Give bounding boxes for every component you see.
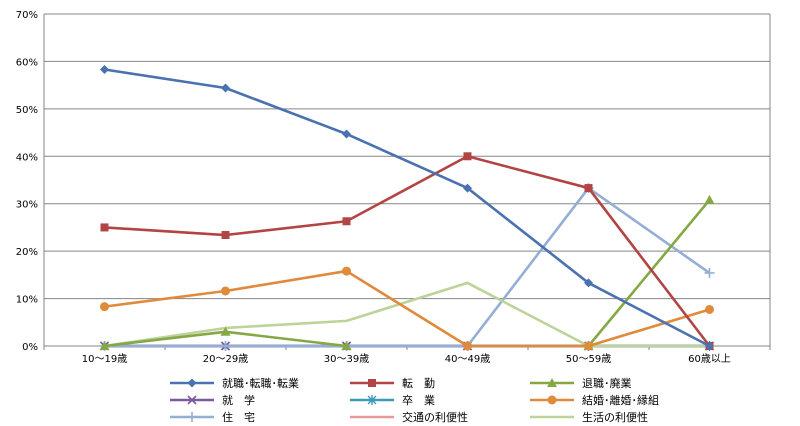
x-tick-label: 30～39歳 — [324, 353, 369, 365]
legend-label: 住 宅 — [222, 410, 255, 424]
data-point — [341, 341, 352, 350]
series-8 — [104, 281, 710, 348]
data-point — [220, 341, 231, 351]
series-line — [587, 199, 711, 347]
legend-item: 交通の利便性 — [350, 410, 468, 424]
legend-marker — [547, 395, 557, 405]
y-tick-label: 40% — [16, 152, 38, 163]
y-tick-label: 50% — [16, 105, 38, 116]
y-tick-label: 60% — [16, 57, 38, 68]
data-point — [221, 286, 230, 296]
y-axis: 0% 10% 20% 30% 40% 50% 60% 70% — [16, 10, 771, 353]
data-point — [342, 129, 351, 139]
legend-label: 転 勤 — [402, 377, 435, 390]
data-point — [463, 341, 472, 351]
grid-lines — [44, 13, 770, 300]
legend-item: 卒 業 — [350, 393, 435, 407]
y-tick-label: 10% — [16, 295, 38, 306]
legend-label: 結婚･離婚･縁組 — [582, 393, 659, 407]
y-tick-label: 0% — [22, 342, 38, 353]
data-point — [100, 64, 109, 74]
data-point — [705, 304, 714, 314]
legend: 就職･転職･転業 転 勤 退職･廃業就 学 卒 業 結婚･離婚･縁組住 宅 交通の利便性 生… — [170, 376, 659, 424]
data-point — [463, 183, 472, 193]
legend-marker — [368, 379, 376, 387]
series-2 — [99, 194, 715, 350]
data-point — [99, 341, 110, 350]
legend-item: 転 勤 — [350, 377, 435, 390]
legend-label: 就職･転職･転業 — [222, 376, 299, 390]
data-point — [100, 223, 109, 232]
y-tick-label: 70% — [16, 10, 38, 21]
data-point — [584, 341, 593, 351]
series-0 — [100, 64, 714, 351]
data-point — [221, 83, 230, 93]
legend-label: 交通の利便性 — [402, 410, 468, 424]
data-point — [221, 231, 230, 240]
x-tick-label: 20～29歳 — [203, 353, 248, 365]
y-tick-label: 30% — [16, 200, 38, 211]
data-point — [463, 152, 472, 161]
data-point — [584, 184, 593, 193]
data-point — [220, 326, 231, 336]
data-point — [584, 278, 593, 288]
x-tick-label: 60歳以上 — [688, 353, 731, 365]
legend-item: 退職･廃業 — [530, 376, 632, 390]
series-5 — [100, 266, 714, 351]
series-line — [104, 186, 711, 348]
x-tick-label: 40～49歳 — [445, 353, 490, 365]
series-line — [104, 281, 710, 348]
legend-label: 退職･廃業 — [582, 376, 632, 390]
legend-marker — [367, 395, 377, 405]
series-group — [99, 64, 715, 351]
series-6 — [99, 183, 715, 351]
legend-marker — [187, 378, 197, 388]
series-line — [104, 68, 711, 348]
legend-item: 生活の利便性 — [530, 410, 648, 424]
x-tick-label: 10～19歳 — [82, 353, 127, 365]
x-tick-label: 50～59歳 — [566, 353, 611, 365]
legend-label: 就 学 — [222, 393, 255, 407]
legend-label: 生活の利便性 — [582, 410, 648, 424]
series-line — [104, 269, 710, 348]
legend-label: 卒 業 — [402, 393, 435, 407]
data-point — [704, 267, 715, 278]
legend-marker — [187, 395, 197, 405]
legend-item: 結婚･離婚･縁組 — [530, 393, 659, 407]
legend-item: 就職･転職･転業 — [170, 376, 299, 390]
x-axis: 10～19歳 20～29歳 30～39歳 40～49歳 50～59歳 60歳以上 — [43, 345, 771, 365]
legend-marker — [187, 412, 197, 422]
data-point — [342, 266, 351, 276]
legend-marker — [547, 378, 557, 387]
legend-item: 住 宅 — [170, 410, 255, 424]
data-point — [705, 341, 714, 351]
y-tick-label: 20% — [16, 247, 38, 258]
data-point — [342, 217, 351, 226]
legend-item: 就 学 — [170, 393, 255, 407]
data-point — [704, 194, 715, 204]
data-point — [100, 302, 109, 312]
series-line — [104, 154, 711, 347]
